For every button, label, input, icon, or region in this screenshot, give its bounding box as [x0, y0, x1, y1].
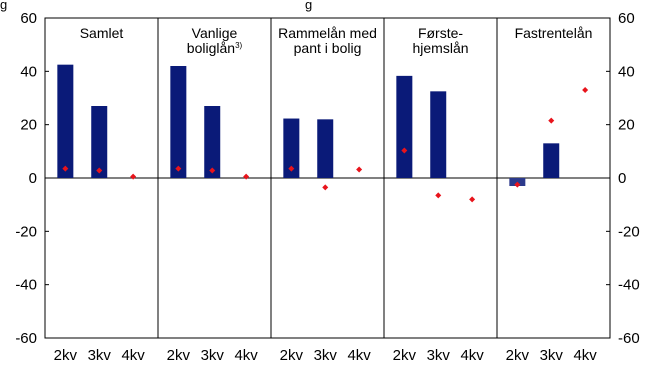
marker-point [435, 192, 442, 199]
marker-point [288, 165, 295, 172]
panel-title: Vanlige [192, 25, 238, 41]
marker-point [96, 167, 103, 174]
y-tick-label-left: 20 [20, 117, 37, 134]
y-tick-label-right: 0 [618, 170, 626, 187]
figure-title-fragment: g [0, 0, 7, 12]
y-tick-label-right: 40 [618, 63, 635, 80]
figure-title-fragment-right: g [305, 0, 312, 12]
marker-point [243, 173, 250, 180]
y-tick-label-right: 20 [618, 117, 635, 134]
marker-point [548, 117, 555, 124]
y-tick-label-left: 60 [20, 10, 37, 27]
marker-point [209, 167, 216, 174]
panel-title: pant i bolig [294, 40, 362, 56]
y-tick-label-left: -40 [15, 277, 37, 294]
x-category-label: 2kv [167, 347, 191, 364]
marker-point [514, 181, 521, 188]
x-category-label: 3kv [427, 347, 451, 364]
x-category-label: 2kv [280, 347, 304, 364]
x-category-label: 4kv [347, 347, 371, 364]
marker-point [62, 165, 69, 172]
bar [283, 118, 300, 178]
marker-point [130, 173, 137, 180]
panel-title: Fastrentelån [515, 25, 593, 41]
plot-area: 60 60 40 40 20 20 0 0 -20 -20 -40 -40 -60 -60 Samlet 2k… [15, 10, 639, 364]
y-tick-label-right: -60 [618, 330, 640, 347]
marker-point [356, 166, 363, 173]
bar [57, 64, 74, 178]
x-category-label: 3kv [201, 347, 225, 364]
y-tick-label-right: 60 [618, 10, 635, 27]
y-tick-label-left: -20 [15, 223, 37, 240]
y-tick-label-right: -40 [618, 277, 640, 294]
bar [430, 91, 447, 178]
y-tick-label-right: -20 [618, 223, 640, 240]
panel-title: Rammelån med [278, 25, 377, 41]
bar [396, 75, 413, 178]
y-tick-label-left: -60 [15, 330, 37, 347]
x-category-label: 3kv [314, 347, 338, 364]
marker-point [401, 147, 408, 154]
x-category-label: 3kv [540, 347, 564, 364]
x-category-label: 4kv [460, 347, 484, 364]
panel-title: Første- [418, 25, 463, 41]
x-category-label: 4kv [234, 347, 258, 364]
panel-title-superscript: 3) [235, 41, 242, 50]
x-category-label: 2kv [506, 347, 530, 364]
marker-point [322, 184, 329, 191]
panel-title: boliglån3) [187, 40, 243, 56]
x-category-label: 2kv [393, 347, 417, 364]
bar [317, 119, 334, 178]
x-category-label: 3kv [88, 347, 112, 364]
bar [170, 66, 187, 178]
y-tick-label-left: 40 [20, 63, 37, 80]
bar [204, 106, 221, 178]
marker-point [175, 165, 182, 172]
bar [543, 143, 560, 178]
x-category-label: 4kv [121, 347, 145, 364]
panel-title: Samlet [80, 25, 124, 41]
marker-point [582, 87, 589, 93]
bar [91, 106, 108, 178]
marker-point [469, 196, 476, 203]
panel-title: hjemslån [412, 40, 468, 56]
y-tick-label-left: 0 [29, 170, 37, 187]
x-category-label: 4kv [573, 347, 597, 364]
x-category-label: 2kv [54, 347, 78, 364]
